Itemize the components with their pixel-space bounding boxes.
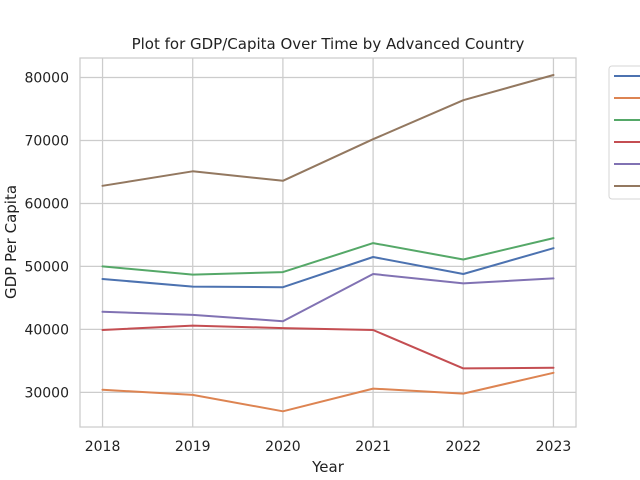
series-line bbox=[101, 324, 555, 370]
legend-items bbox=[614, 75, 640, 187]
series-line bbox=[101, 371, 555, 413]
y-tick-label: 30000 bbox=[24, 385, 69, 401]
series-line bbox=[101, 273, 555, 323]
y-tick-label: 80000 bbox=[24, 71, 69, 87]
x-tick-label: 2019 bbox=[175, 439, 211, 455]
series-line bbox=[101, 74, 555, 187]
legend bbox=[608, 65, 640, 200]
x-tick-label: 2020 bbox=[265, 439, 301, 455]
plot-background bbox=[80, 58, 576, 427]
y-tick-label: 40000 bbox=[24, 322, 69, 338]
legend-box bbox=[608, 65, 640, 200]
x-tick-label: 2018 bbox=[85, 439, 121, 455]
x-tick-label: 2022 bbox=[445, 439, 481, 455]
y-tick-labels: 30000 40000 50000 60000 70000 80000 bbox=[24, 71, 69, 402]
plot-frame bbox=[79, 57, 577, 428]
series-line bbox=[101, 247, 555, 289]
y-tick-label: 70000 bbox=[24, 133, 69, 149]
chart-title: Plot for GDP/Capita Over Time by Advance… bbox=[132, 35, 525, 53]
series-line bbox=[101, 237, 555, 276]
x-axis-label: Year bbox=[311, 458, 345, 476]
x-tick-label: 2023 bbox=[536, 439, 572, 455]
y-tick-label: 60000 bbox=[24, 196, 69, 212]
y-tick-label: 50000 bbox=[24, 259, 69, 275]
x-tick-labels: 2018 2019 2020 2021 2022 2023 bbox=[85, 439, 572, 455]
y-axis-label: GDP Per Capita bbox=[2, 185, 20, 299]
series-layer bbox=[101, 74, 555, 413]
x-tick-label: 2021 bbox=[355, 439, 391, 455]
